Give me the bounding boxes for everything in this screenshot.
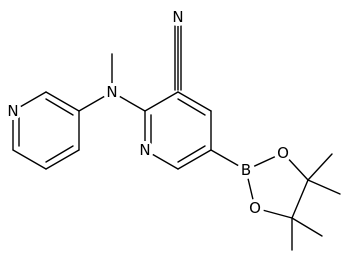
atom-label: O	[249, 199, 261, 217]
atom-label: O	[277, 144, 289, 162]
atom-label: N	[139, 141, 150, 159]
atom-label: N	[106, 83, 117, 101]
atom-label: B	[241, 161, 251, 179]
bonds	[12, 25, 341, 251]
atom-label: N	[7, 102, 18, 120]
atom-labels: N N N N B O O	[4, 8, 292, 217]
atom-label: N	[172, 8, 183, 26]
